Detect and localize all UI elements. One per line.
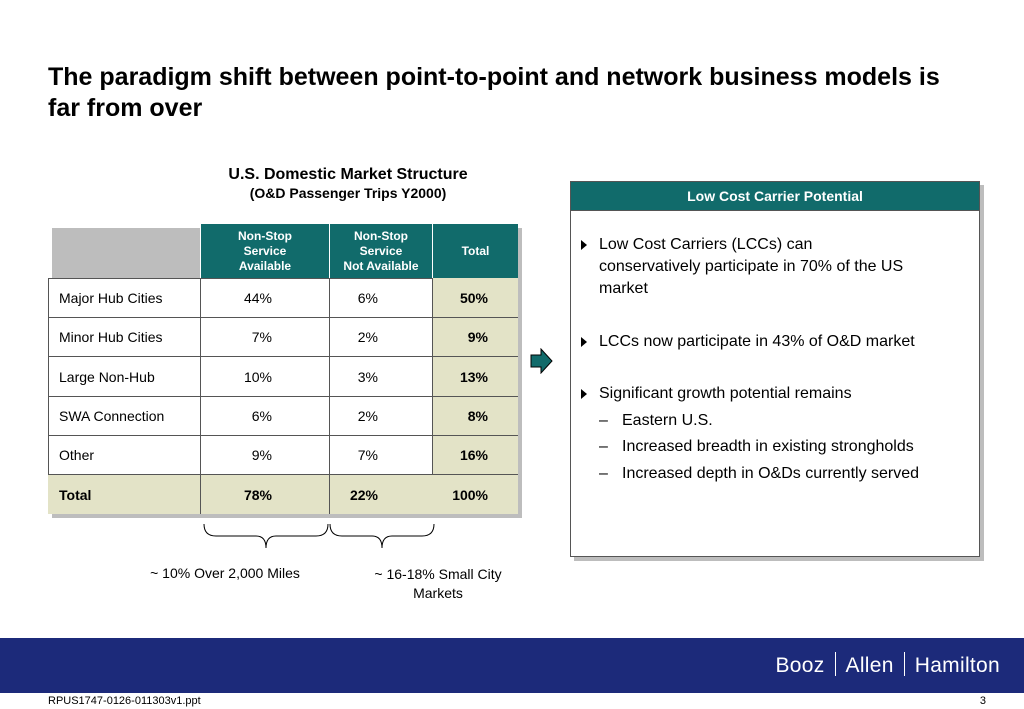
company-logo: Booz Allen Hamilton [775, 652, 1000, 678]
cell-available: 6% [251, 408, 272, 424]
bullet-line: LCCs now participate in 43% of O&D marke… [599, 333, 915, 350]
table-title: U.S. Domestic Market Structure [228, 166, 468, 183]
lcc-potential-box: Low Cost Carrier Potential Low Cost Carr… [570, 181, 980, 557]
table-subtitle: (O&D Passenger Trips Y2000) [249, 185, 447, 201]
right-brace-icon [329, 523, 435, 549]
right-arrow-icon [530, 348, 553, 374]
total-row-fill [48, 474, 518, 514]
market-structure-table: Non-Stop Service Available Non-Stop Serv… [48, 224, 518, 514]
row-label: SWA Connection [59, 408, 165, 424]
header-line: Not Available [343, 258, 419, 273]
annotation-left: ~ 10% Over 2,000 Miles [150, 565, 300, 581]
cell-available: 9% [251, 447, 272, 463]
bullet-line: market [599, 280, 648, 297]
bullet-item: Significant growth potential remains [579, 383, 969, 405]
cell-total: 50% [459, 290, 488, 306]
sub-bullet-text: Increased depth in O&Ds currently served [622, 465, 920, 482]
bullet-line: Significant growth potential remains [599, 385, 852, 402]
brace-icons [203, 523, 435, 549]
cell-not-available: 7% [357, 447, 378, 463]
header-line: Total [461, 243, 490, 258]
logo-separator [834, 652, 836, 676]
header-nonstop-available: Non-Stop Service Available [200, 224, 329, 278]
row-label: Major Hub Cities [59, 290, 163, 306]
total-total: 100% [452, 487, 488, 503]
header-total: Total [432, 224, 518, 278]
sub-bullet: – Eastern U.S. [599, 410, 713, 432]
bullet-item: LCCs now participate in 43% of O&D marke… [579, 331, 969, 353]
cell-total: 8% [467, 408, 488, 424]
cell-not-available: 2% [357, 408, 378, 424]
row-divider [48, 317, 518, 318]
cell-not-available: 6% [357, 290, 378, 306]
logo-word: Allen [845, 654, 894, 677]
cell-total: 16% [459, 447, 488, 463]
row-label: Other [59, 447, 95, 463]
header-line: Non-Stop [238, 228, 292, 243]
logo-word: Booz [775, 654, 825, 677]
header-line: Service [359, 243, 403, 258]
bullet-line: conservatively participate in 70% of the… [599, 258, 904, 275]
sub-bullet-text: Increased breadth in existing stronghold… [622, 438, 914, 455]
cell-available: 7% [251, 329, 272, 345]
row-label: Large Non-Hub [59, 369, 155, 385]
table-title-block: U.S. Domestic Market Structure (O&D Pass… [180, 165, 516, 202]
bullet-triangle-icon [581, 389, 587, 399]
logo-word: Hamilton [914, 654, 1000, 677]
bullet-item: Low Cost Carriers (LCCs) can conservativ… [579, 234, 969, 300]
header-line: Service [243, 243, 287, 258]
cell-available: 10% [243, 369, 272, 385]
row-divider [48, 396, 518, 397]
cell-not-available: 2% [357, 329, 378, 345]
page-number: 3 [979, 695, 986, 707]
total-available: 78% [243, 487, 272, 503]
annotation-right: ~ 16-18% Small City Markets [348, 565, 528, 603]
dash-marker: – [599, 465, 608, 482]
dash-marker: – [599, 438, 608, 455]
header-nonstop-not-available: Non-Stop Service Not Available [329, 224, 432, 278]
sub-bullet: – Increased depth in O&Ds currently serv… [599, 463, 919, 485]
sub-bullet: – Increased breadth in existing strongho… [599, 436, 914, 458]
document-id: RPUS1747-0126-011303v1.ppt [48, 695, 201, 707]
row-divider [48, 435, 518, 436]
header-line: Available [238, 258, 292, 273]
cell-available: 44% [243, 290, 272, 306]
bullet-triangle-icon [581, 337, 587, 347]
bullet-triangle-icon [581, 240, 587, 250]
total-row-label: Total [59, 487, 92, 503]
cell-total: 13% [459, 369, 488, 385]
left-brace-icon [203, 523, 329, 549]
footer-band [0, 638, 1024, 693]
annotation-right-line: Markets [413, 585, 463, 601]
bullet-line: Low Cost Carriers (LCCs) can [599, 236, 813, 253]
header-line: Non-Stop [354, 228, 408, 243]
total-not-available: 22% [349, 487, 378, 503]
cell-total: 9% [467, 329, 488, 345]
dash-marker: – [599, 412, 608, 429]
annotation-right-line: ~ 16-18% Small City [374, 566, 502, 582]
callout-header: Low Cost Carrier Potential [571, 182, 979, 211]
row-label: Minor Hub Cities [59, 329, 163, 345]
row-divider [48, 356, 518, 357]
sub-bullet-text: Eastern U.S. [622, 412, 713, 429]
cell-not-available: 3% [357, 369, 378, 385]
logo-separator [903, 652, 905, 676]
slide-title: The paradigm shift between point-to-poin… [48, 63, 940, 122]
